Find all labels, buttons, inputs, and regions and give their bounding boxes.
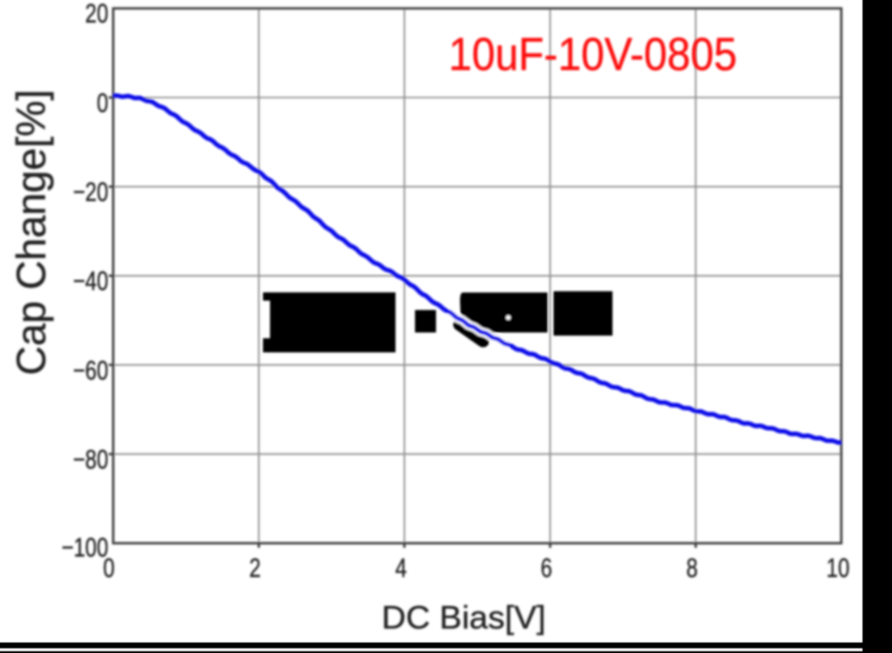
svg-text:2: 2: [249, 553, 261, 583]
svg-text:0: 0: [103, 553, 115, 583]
svg-text:6: 6: [541, 553, 553, 583]
svg-text:−100: −100: [61, 533, 108, 563]
svg-text:4: 4: [395, 553, 407, 583]
svg-text:8: 8: [686, 553, 698, 583]
svg-text:−60: −60: [73, 356, 108, 386]
svg-text:20: 20: [85, 0, 108, 29]
svg-text:−20: −20: [73, 177, 108, 207]
svg-text:Cap Change[%]: Cap Change[%]: [8, 89, 54, 375]
svg-text:10: 10: [826, 553, 849, 583]
svg-text:DC Bias[V]: DC Bias[V]: [382, 599, 546, 635]
svg-text:0: 0: [97, 88, 109, 118]
svg-text:−40: −40: [73, 267, 108, 297]
svg-text:10uF-10V-0805: 10uF-10V-0805: [449, 29, 737, 81]
svg-text:−80: −80: [73, 445, 108, 475]
